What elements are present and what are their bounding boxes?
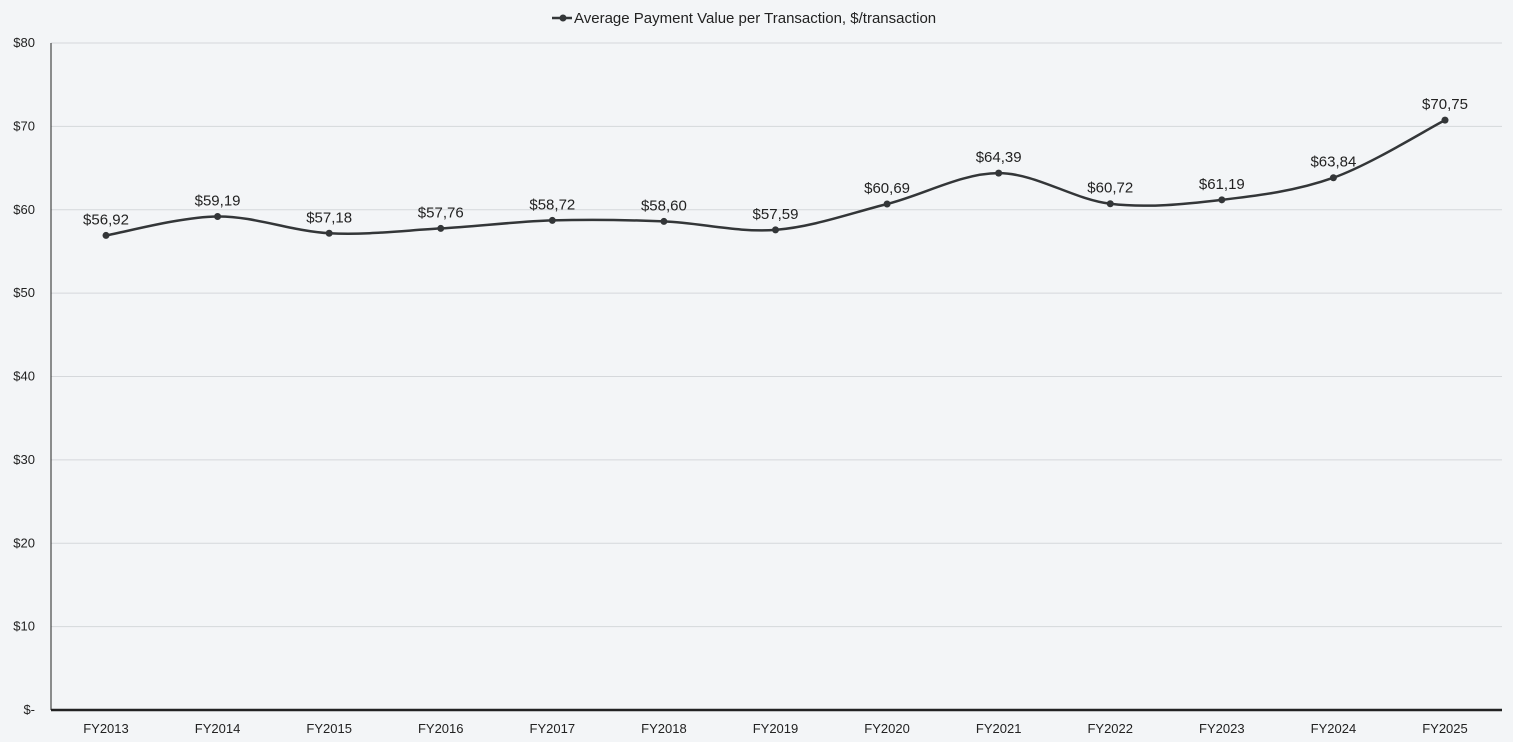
x-tick-label: FY2017 [530,721,576,736]
data-point [325,229,333,237]
legend-dot-marker [559,14,567,22]
data-point [660,217,668,225]
gridlines [51,42,1502,628]
legend: Average Payment Value per Transaction, $… [552,10,936,27]
data-label: $63,84 [1310,154,1356,171]
data-label: $57,59 [753,206,799,223]
y-tick-label: $- [23,702,35,717]
x-tick-label: FY2021 [976,721,1022,736]
data-label: $58,72 [529,196,575,213]
data-label: $56,92 [83,211,129,228]
y-tick-label: $10 [13,619,35,634]
data-label: $57,18 [306,209,352,226]
data-label: $57,76 [418,204,464,221]
data-point [883,200,891,208]
data-point [995,169,1003,177]
y-axis-tick-labels: $- $10 $20 $30 $40 $50 $60 $70 $80 [13,35,35,717]
x-axis-tick-labels: FY2013 FY2014 FY2015 FY2016 FY2017 FY2018 FY20… [83,721,1468,736]
data-label: $70,75 [1422,96,1468,113]
data-label: $64,39 [976,149,1022,166]
x-tick-label: FY2013 [83,721,129,736]
data-point [1106,200,1114,208]
x-tick-label: FY2023 [1199,721,1245,736]
data-point [214,213,222,221]
data-point [1329,174,1337,182]
y-tick-label: $70 [13,118,35,133]
x-tick-label: FY2025 [1422,721,1468,736]
data-point [102,231,110,239]
x-tick-label: FY2022 [1087,721,1133,736]
data-point [548,216,556,224]
data-labels: $56,92 $59,19 $57,18 $57,76 $58,72 $58,60 $57,… [83,96,1468,228]
legend-label: Average Payment Value per Transaction, $… [574,10,936,27]
data-point [437,224,445,232]
series-group [102,116,1449,239]
data-point [772,226,779,234]
data-point [1218,196,1226,204]
x-tick-label: FY2018 [641,721,687,736]
x-tick-label: FY2016 [418,721,464,736]
x-tick-label: FY2020 [864,721,910,736]
data-label: $58,60 [641,197,687,214]
x-tick-label: FY2024 [1311,721,1357,736]
data-label: $59,19 [195,193,241,210]
y-tick-label: $80 [13,35,35,50]
x-tick-label: FY2019 [753,721,799,736]
y-tick-label: $30 [13,452,35,467]
y-tick-label: $40 [13,369,35,384]
y-tick-label: $20 [13,535,35,550]
x-tick-label: FY2014 [195,721,241,736]
y-tick-label: $50 [13,285,35,300]
data-label: $61,19 [1199,176,1245,193]
data-point [1441,116,1449,124]
y-tick-label: $60 [13,202,35,217]
axes [50,43,1502,712]
x-tick-label: FY2015 [306,721,352,736]
data-label: $60,72 [1087,180,1133,197]
data-label: $60,69 [864,180,910,197]
